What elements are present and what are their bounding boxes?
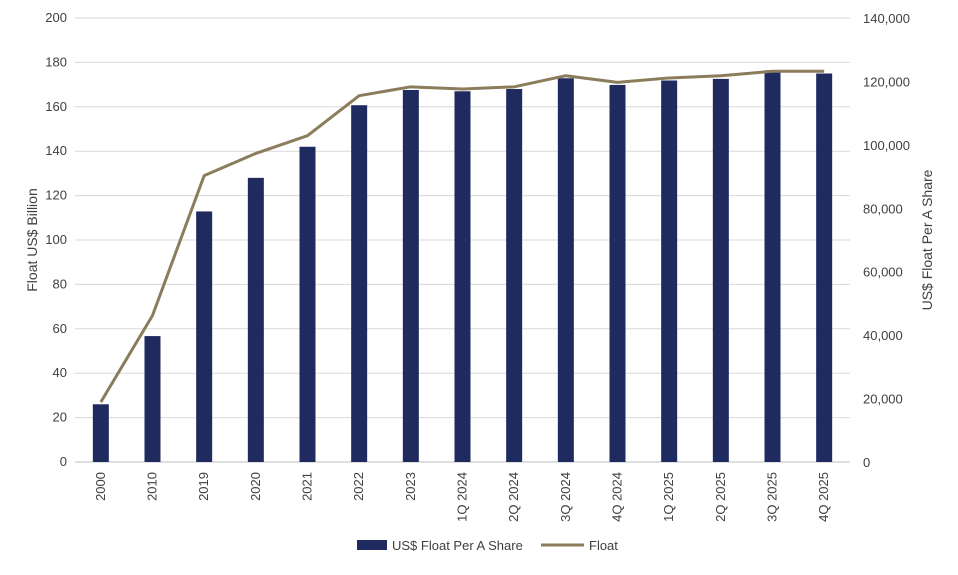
left-tick-label: 140 [45, 143, 67, 158]
bar [92, 404, 109, 462]
x-tick-label: 3Q 2024 [558, 472, 573, 522]
left-tick-label: 200 [45, 10, 67, 25]
x-axis-ticks: 2000 2010 2019 2020 2021 2022 2023 1Q 2024 2Q 20… [93, 472, 831, 522]
bar [816, 73, 833, 462]
x-tick-label: 2000 [93, 472, 108, 501]
x-tick-label: 1Q 2025 [661, 472, 676, 522]
bar [609, 84, 626, 462]
x-tick-label: 2Q 2025 [713, 472, 728, 522]
bar [196, 211, 213, 462]
bar [299, 146, 316, 462]
x-tick-label: 2022 [351, 472, 366, 501]
x-tick-label: 1Q 2024 [455, 472, 470, 522]
left-tick-label: 120 [45, 188, 67, 203]
right-axis-title: US$ Float Per A Share [919, 169, 935, 310]
bar [764, 70, 781, 462]
x-tick-label: 3Q 2025 [765, 472, 780, 522]
right-tick-label: 80,000 [863, 201, 903, 216]
right-tick-label: 120,000 [863, 74, 910, 89]
right-tick-label: 0 [863, 455, 870, 470]
right-tick-label: 60,000 [863, 265, 903, 280]
x-tick-label: 2020 [248, 472, 263, 501]
bar [557, 78, 574, 462]
left-axis-ticks: 0 20 40 60 80 100 120 140 160 180 200 [45, 10, 67, 469]
left-tick-label: 60 [53, 321, 67, 336]
bar [402, 89, 419, 463]
x-tick-label: 2021 [300, 472, 315, 501]
bar-series [92, 70, 833, 463]
x-tick-label: 2010 [145, 472, 160, 501]
left-tick-label: 160 [45, 99, 67, 114]
float-line [99, 69, 825, 403]
x-tick-label: 2Q 2024 [506, 472, 521, 522]
right-tick-label: 100,000 [863, 138, 910, 153]
line-series [99, 69, 825, 403]
bar [712, 78, 729, 463]
bar [247, 177, 264, 462]
left-tick-label: 20 [53, 410, 67, 425]
legend-label-line: Float [589, 538, 618, 553]
left-tick-label: 80 [53, 276, 67, 291]
left-tick-label: 40 [53, 365, 67, 380]
legend-swatch-bar [357, 540, 387, 550]
x-tick-label: 2023 [403, 472, 418, 501]
bar [351, 105, 368, 462]
right-tick-label: 20,000 [863, 392, 903, 407]
bar [661, 80, 678, 462]
left-tick-label: 180 [45, 54, 67, 69]
x-tick-label: 2019 [196, 472, 211, 501]
bar [454, 91, 471, 462]
left-tick-label: 0 [60, 454, 67, 469]
bar [506, 89, 523, 462]
left-tick-label: 100 [45, 232, 67, 247]
right-tick-label: 40,000 [863, 328, 903, 343]
legend-label-bar: US$ Float Per A Share [392, 538, 523, 553]
right-tick-label: 140,000 [863, 11, 910, 26]
right-axis-ticks: 0 20,000 40,000 60,000 80,000 100,000 120,000 1… [863, 11, 910, 470]
legend: US$ Float Per A Share Float [357, 538, 618, 553]
x-tick-label: 4Q 2024 [610, 472, 625, 522]
bar [144, 336, 161, 462]
x-tick-label: 4Q 2025 [816, 472, 831, 522]
left-axis-title: Float US$ Billion [24, 188, 40, 292]
